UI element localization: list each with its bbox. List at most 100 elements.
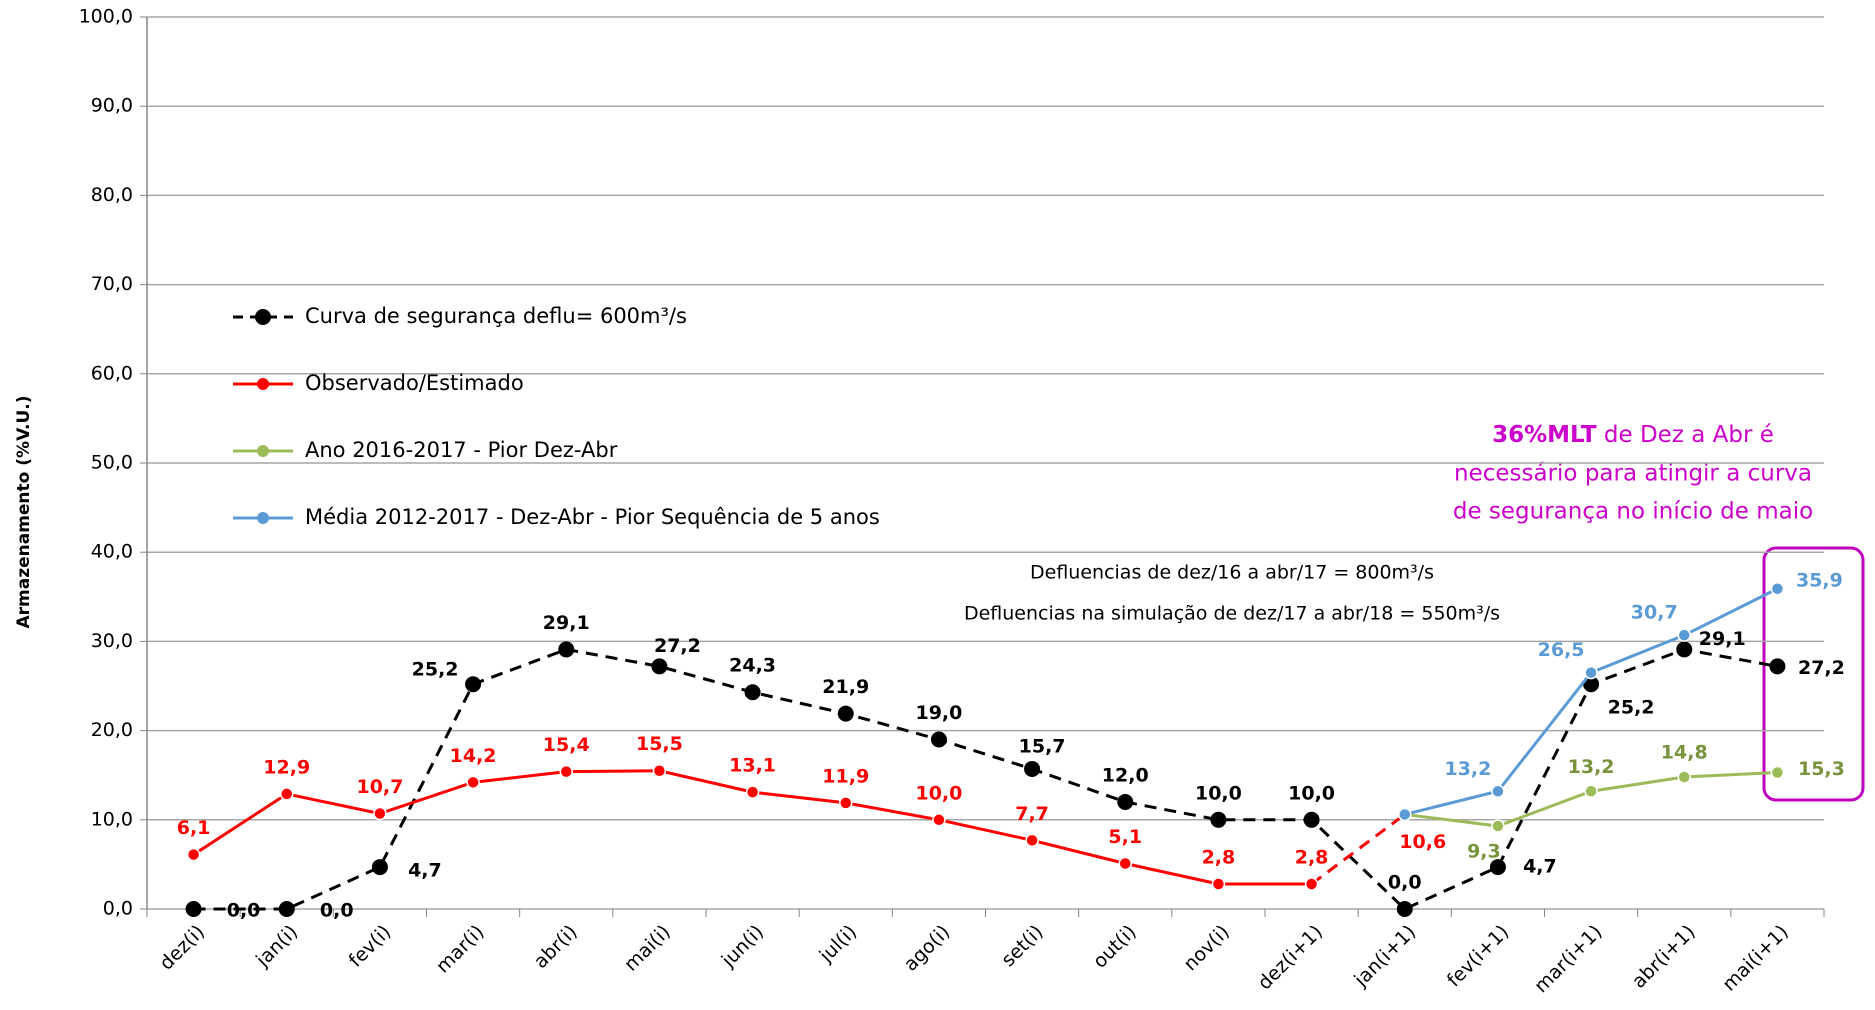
x-tick-label: nov(i) <box>1179 921 1233 975</box>
value-label: 15,7 <box>1019 735 1066 757</box>
value-label: 29,1 <box>1699 628 1746 650</box>
value-label: 19,0 <box>915 702 962 724</box>
value-label: 15,3 <box>1798 758 1845 780</box>
value-label: 13,2 <box>1568 756 1615 778</box>
marker <box>1398 807 1412 822</box>
y-tick-label: 10,0 <box>91 808 133 830</box>
value-label: 25,2 <box>412 659 459 681</box>
marker <box>1118 856 1132 871</box>
y-tick-label: 20,0 <box>91 719 133 741</box>
marker <box>1025 833 1039 848</box>
marker <box>1210 811 1227 828</box>
value-label: 21,9 <box>822 676 869 698</box>
value-label: 0,0 <box>320 900 354 922</box>
value-label: 0,0 <box>227 900 261 922</box>
value-label: 26,5 <box>1538 639 1585 661</box>
marker <box>1770 765 1785 780</box>
legend-label: Curva de segurança deflu= 600m³/s <box>305 304 687 328</box>
marker <box>558 641 575 658</box>
value-label: 6,1 <box>177 817 211 839</box>
y-axis-label: Armazenamento (%V.U.) <box>14 395 34 628</box>
value-label: 15,5 <box>636 733 683 755</box>
marker <box>745 785 760 799</box>
marker <box>744 684 761 701</box>
value-label: 25,2 <box>1608 697 1655 719</box>
legend-marker <box>255 309 271 325</box>
y-tick-label: 50,0 <box>91 452 133 474</box>
y-tick-label: 100,0 <box>79 6 133 28</box>
annotation-text: de Dez a Abr é <box>1597 422 1774 448</box>
highlight-box <box>1762 546 1865 802</box>
marker <box>371 859 388 876</box>
x-tick-label: mai(i+1) <box>1718 921 1793 996</box>
x-tick-label: mar(i) <box>432 921 489 978</box>
value-label: 10,0 <box>1195 782 1242 804</box>
marker <box>1491 819 1505 833</box>
marker <box>185 901 202 917</box>
x-tick-label: mar(i+1) <box>1530 921 1606 997</box>
value-label: 12,0 <box>1102 764 1149 786</box>
marker <box>1489 859 1506 876</box>
marker <box>186 847 201 862</box>
value-label: 7,7 <box>1015 803 1049 825</box>
value-label: 2,8 <box>1295 847 1329 869</box>
legend-marker <box>257 445 269 457</box>
value-label: 15,4 <box>543 734 590 756</box>
marker <box>278 901 295 917</box>
marker <box>1304 877 1319 891</box>
value-label: 30,7 <box>1631 602 1678 624</box>
x-tick-label: mai(i) <box>620 921 675 976</box>
marker <box>1769 658 1786 675</box>
value-label: 27,2 <box>654 635 701 657</box>
annotation: 36%MLT de Dez a Abr é <box>1492 422 1774 448</box>
x-tick-label: set(i) <box>997 921 1047 971</box>
marker <box>1770 582 1785 596</box>
x-tick-label: out(i) <box>1089 921 1141 973</box>
value-label: 35,9 <box>1796 569 1843 591</box>
marker <box>652 763 667 778</box>
y-tick-label: 80,0 <box>91 184 133 206</box>
marker <box>1676 641 1693 658</box>
marker <box>1584 784 1598 799</box>
value-label: 9,3 <box>1467 841 1501 863</box>
value-label: 4,7 <box>1523 856 1557 878</box>
y-tick-label: 0,0 <box>103 898 133 920</box>
marker <box>1024 760 1041 777</box>
legend-marker <box>257 378 269 390</box>
value-label: 11,9 <box>822 765 869 787</box>
plot: 0,0 10,0 20,0 30,0 40,0 50,0 60,0 70,0 80,0 90,0 1… <box>79 6 1845 998</box>
annotation: de segurança no início de maio <box>1453 499 1813 525</box>
legend-label: Observado/Estimado <box>305 371 524 395</box>
x-tick-label: jan(i) <box>251 921 302 972</box>
marker <box>930 731 947 748</box>
value-label: 13,1 <box>729 755 776 777</box>
value-label: 10,0 <box>915 782 962 804</box>
value-label: 24,3 <box>729 655 776 677</box>
x-tick-label: fev(i+1) <box>1443 921 1514 992</box>
legend-label: Ano 2016-2017 - Pior Dez-Abr <box>305 438 618 462</box>
marker <box>932 813 946 827</box>
value-label: 4,7 <box>408 860 442 882</box>
x-tick-label: dez(i) <box>155 921 209 975</box>
y-tick-label: 90,0 <box>91 95 133 117</box>
x-tick-label: abr(i+1) <box>1628 921 1700 993</box>
x-tick-label: jan(i+1) <box>1349 921 1420 992</box>
marker <box>651 658 668 675</box>
value-label: 13,2 <box>1444 758 1491 780</box>
marker <box>1211 877 1226 891</box>
value-label: 10,6 <box>1399 831 1446 853</box>
marker <box>1583 676 1600 693</box>
y-tick-label: 40,0 <box>91 541 133 563</box>
annotation: Defluencias na simulação de dez/17 a abr… <box>964 603 1500 625</box>
annotation: necessário para atingir a curva <box>1454 461 1812 487</box>
x-tick-label: ago(i) <box>900 921 955 976</box>
x-tick-label: fev(i) <box>345 921 396 972</box>
marker <box>559 764 573 779</box>
y-tick-label: 60,0 <box>91 362 133 384</box>
line <box>193 647 1778 911</box>
marker <box>465 676 482 693</box>
y-tick-label: 30,0 <box>91 630 133 652</box>
value-label: 29,1 <box>543 612 590 634</box>
value-label: 27,2 <box>1798 657 1845 679</box>
